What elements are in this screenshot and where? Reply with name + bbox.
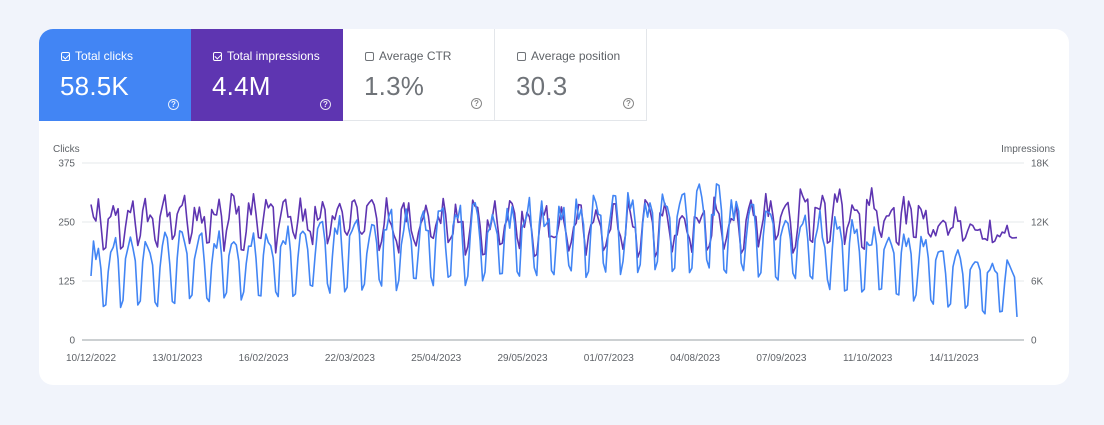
metric-tile-header: Total impressions: [213, 49, 320, 63]
left-tick-label: 250: [58, 218, 75, 229]
left-tick-label: 125: [58, 277, 75, 288]
metric-label: Average CTR: [379, 49, 452, 63]
metric-label: Total impressions: [227, 49, 320, 63]
x-tick-label: 16/02/2023: [239, 353, 289, 364]
metric-tiles: Total clicks 58.5K ? Total impressions 4…: [39, 29, 647, 121]
help-icon[interactable]: ?: [320, 99, 331, 110]
x-tick-label: 29/05/2023: [497, 353, 547, 364]
x-tick-label: 07/09/2023: [756, 353, 806, 364]
metric-value: 58.5K: [60, 71, 129, 101]
x-tick-label: 11/10/2023: [843, 353, 893, 364]
metric-tile-average-position[interactable]: Average position 30.3 ?: [495, 29, 647, 121]
x-tick-label: 04/08/2023: [670, 353, 720, 364]
metric-value: 4.4M: [212, 71, 271, 101]
metric-tile-total-impressions[interactable]: Total impressions 4.4M ?: [191, 29, 343, 121]
x-tick-label: 22/03/2023: [325, 353, 375, 364]
clicks-series-line[interactable]: [90, 183, 1018, 317]
left-tick-label: 375: [58, 159, 75, 170]
metric-value: 30.3: [516, 71, 568, 101]
metric-label: Total clicks: [75, 49, 134, 63]
metric-tile-header: Total clicks: [61, 49, 133, 63]
checkbox-checked-icon[interactable]: [213, 51, 222, 61]
metric-value: 1.3%: [364, 71, 425, 101]
x-tick-label: 25/04/2023: [411, 353, 461, 364]
x-tick-label: 01/07/2023: [584, 353, 634, 364]
performance-card: Total clicks 58.5K ? Total impressions 4…: [39, 29, 1069, 385]
help-icon[interactable]: ?: [471, 98, 482, 109]
metric-label: Average position: [531, 49, 621, 63]
metric-tile-average-ctr[interactable]: Average CTR 1.3% ?: [343, 29, 495, 121]
tick-labels: 375 18K 250 12K 125 6K 0 0 10/12/2022 13/01/2023 1…: [58, 159, 1049, 365]
checkbox-unchecked-icon[interactable]: [365, 51, 374, 61]
right-tick-label: 0: [1031, 336, 1037, 347]
x-tick-label: 10/12/2022: [66, 353, 116, 364]
checkbox-checked-icon[interactable]: [61, 51, 70, 61]
x-tick-label: 13/01/2023: [152, 353, 202, 364]
checkbox-unchecked-icon[interactable]: [517, 51, 526, 61]
right-axis-title: Impressions: [1001, 144, 1055, 155]
metric-tile-total-clicks[interactable]: Total clicks 58.5K ?: [39, 29, 191, 121]
right-tick-label: 12K: [1031, 218, 1049, 229]
gridlines: [82, 162, 1024, 341]
left-tick-label: 0: [69, 336, 75, 347]
right-tick-label: 6K: [1031, 277, 1044, 288]
x-tick-label: 14/11/2023: [929, 353, 979, 364]
help-icon[interactable]: ?: [168, 99, 179, 110]
right-tick-label: 18K: [1031, 159, 1049, 170]
impressions-series-line[interactable]: [90, 187, 1018, 259]
help-icon[interactable]: ?: [623, 98, 634, 109]
metric-tile-header: Average CTR: [365, 49, 451, 63]
metric-tile-header: Average position: [517, 49, 620, 63]
left-axis-title: Clicks: [53, 144, 80, 155]
